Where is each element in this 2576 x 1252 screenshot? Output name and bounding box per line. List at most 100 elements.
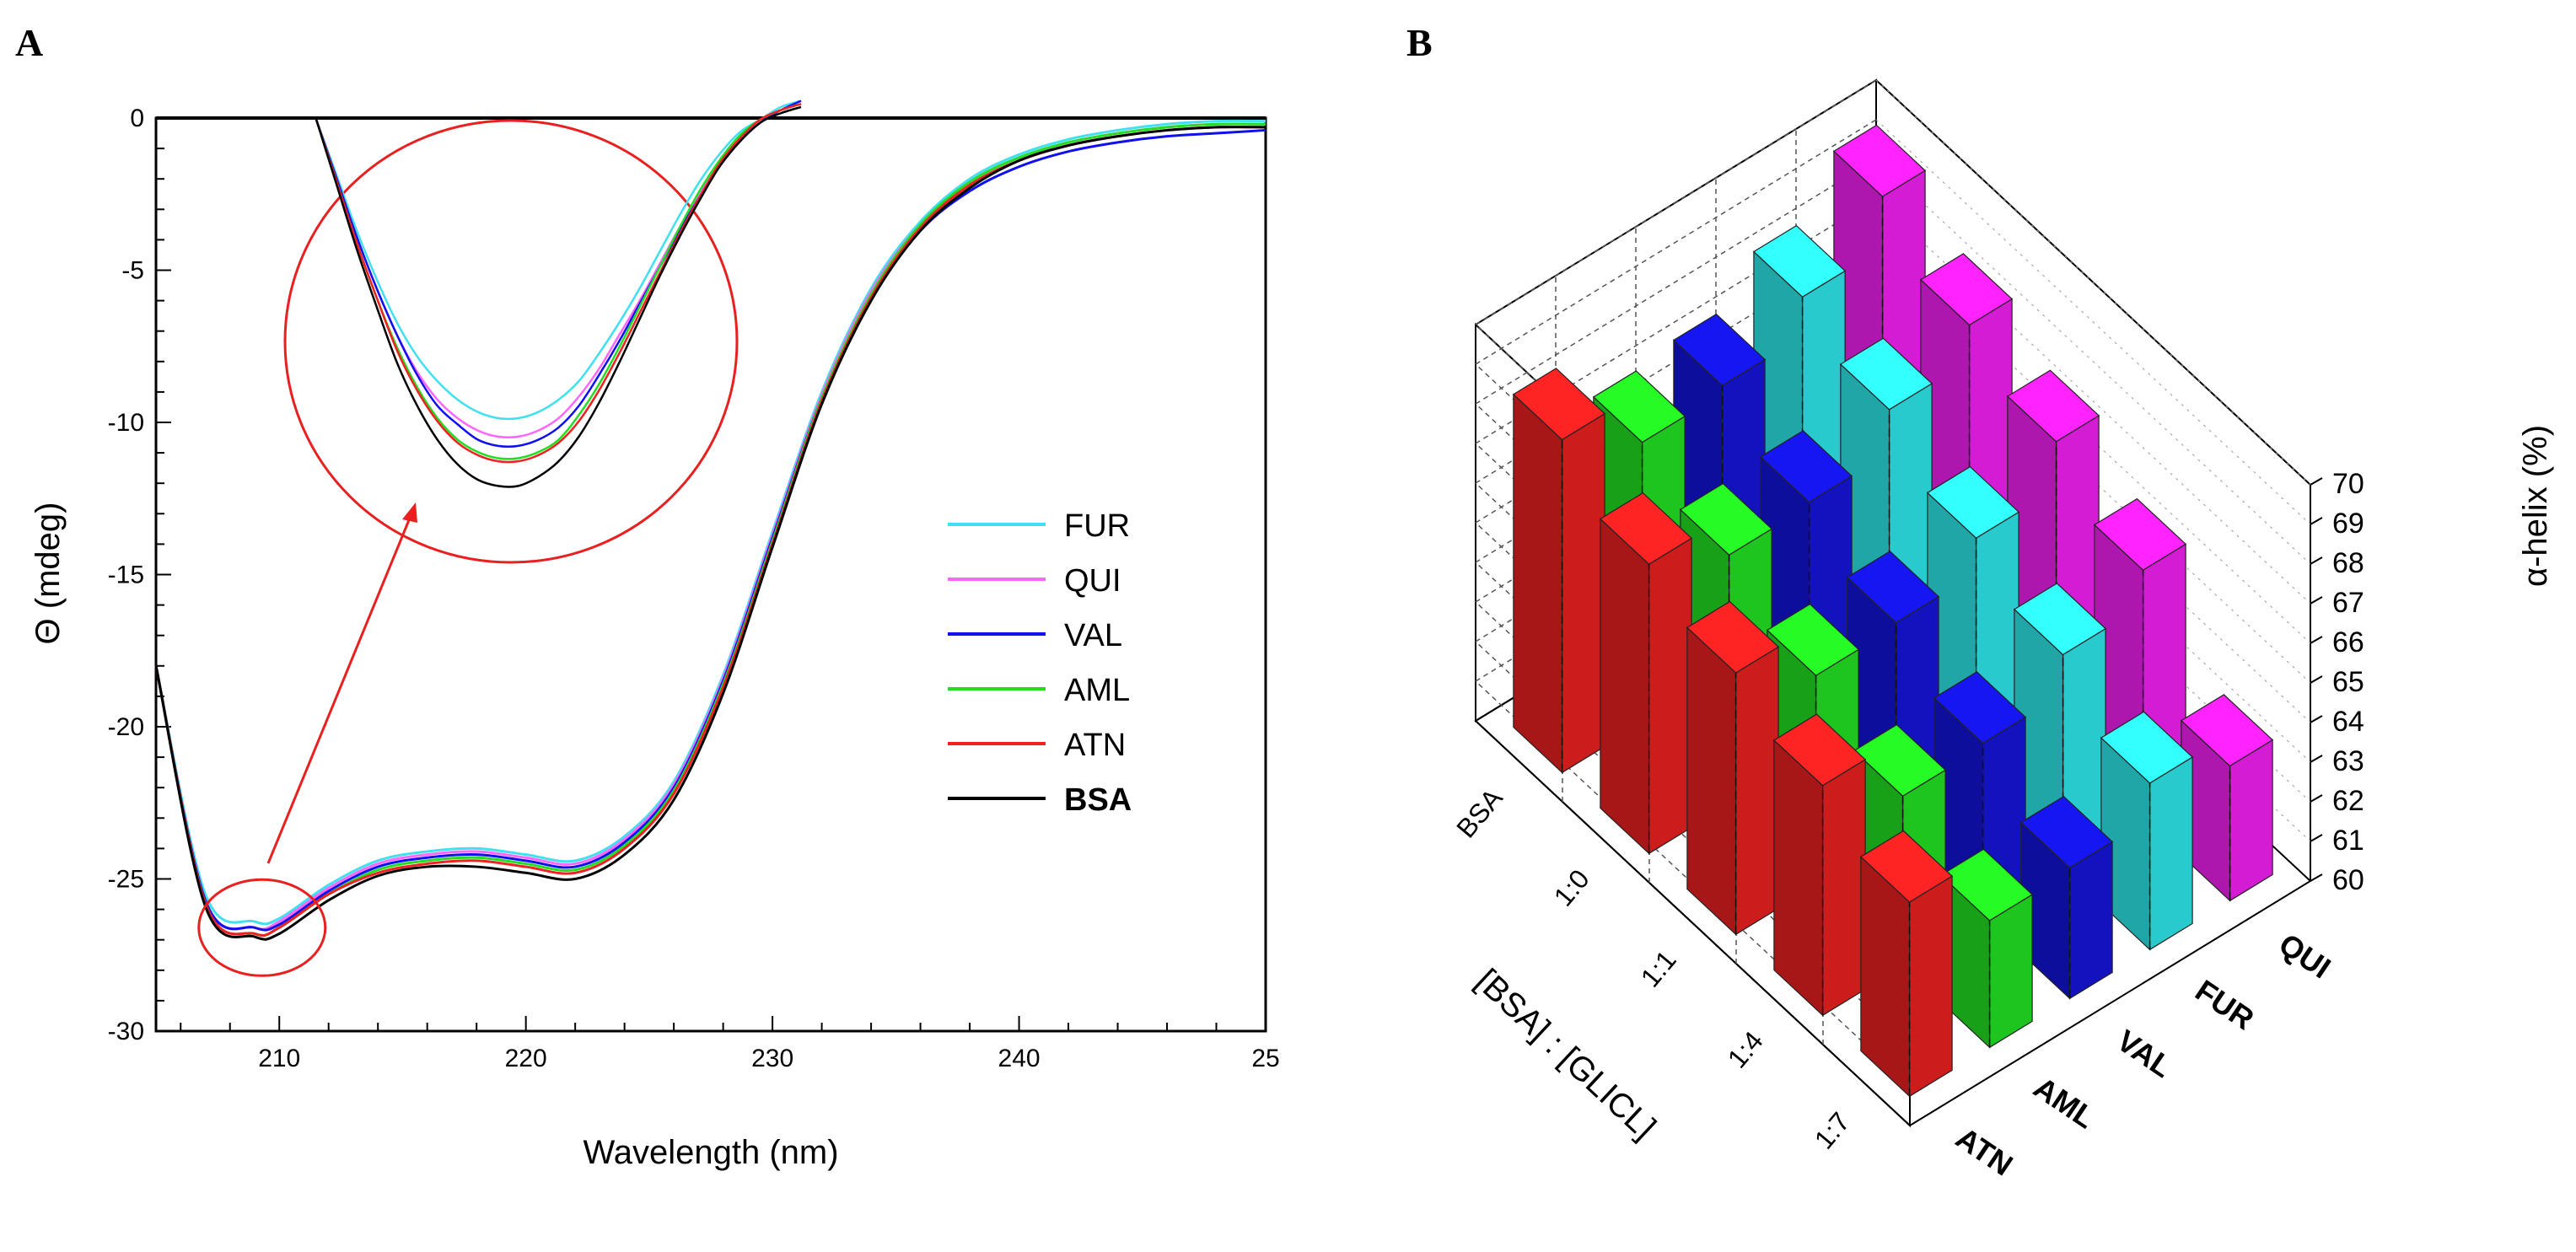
z-tick-label: 64 — [2332, 706, 2364, 738]
z-tick-label: 69 — [2332, 508, 2364, 540]
bar-fur-1-4-top — [2013, 583, 2107, 656]
panel-a-line-chart: 210 220 230 240 250-5-10-15-20-25-30 FURQUIV… — [30, 99, 1280, 1171]
y-tick-label-a: -20 — [108, 713, 144, 741]
bar-val-1-7-top — [2019, 795, 2114, 868]
y-tick-label-a: 0 — [130, 105, 144, 132]
z-gridline-side — [1875, 119, 2311, 525]
x-tick-label-a: 230 — [751, 1045, 793, 1072]
bar-qui-1-1-top — [2006, 369, 2100, 443]
zoom-circle-small — [197, 878, 327, 977]
inset-line-bsa — [315, 105, 802, 488]
drug-tick-label: VAL — [2111, 1023, 2178, 1084]
bar-atn-1-0 — [1599, 492, 1693, 855]
bar-val-1-4-top — [1933, 671, 2027, 744]
ratio-tick-label: 1:1 — [1635, 944, 1682, 992]
bar-atn-1-4 — [1772, 713, 1867, 1017]
bar-val-1-7-front — [2068, 841, 2113, 1000]
bar-atn-bsa — [1512, 368, 1606, 774]
z-axis-label-b: α-helix (%) — [2517, 425, 2554, 587]
x-tick-label-a: 25 — [1251, 1045, 1279, 1072]
legend-label-qui: QUI — [1064, 563, 1121, 599]
x-axis-label-a: Wavelength (nm) — [583, 1134, 838, 1171]
bar-qui-bsa-top — [1832, 124, 1927, 197]
z-tick-mark — [2310, 477, 2323, 486]
inset-line-fur — [315, 99, 802, 421]
bar-atn-1-4-side — [1773, 739, 1824, 1017]
bar-atn-1-1-front — [1734, 646, 1779, 936]
zoom-arrow-line — [266, 515, 412, 864]
ratio-axis-label-b: [BSA] : [GLICL] — [1469, 962, 1663, 1147]
bar-atn-1-1 — [1686, 600, 1780, 936]
legend-label-atn: ATN — [1064, 728, 1126, 763]
y-axis-label-a: Θ (mdeg) — [30, 502, 67, 645]
inset-line-atn — [315, 103, 802, 464]
panel-label-b: B — [1406, 21, 1433, 64]
bar-fur-1-7 — [2100, 711, 2194, 951]
bar-fur-1-0-top — [1839, 337, 1933, 411]
bar-qui-1-0-top — [1919, 253, 2014, 326]
bar-aml-1-7-front — [1988, 893, 2033, 1049]
y-tick-label-a: -10 — [108, 409, 144, 437]
bar-atn-bsa-top — [1512, 368, 1606, 441]
ratio-tick-label: 1:0 — [1548, 863, 1595, 911]
bar-atn-1-4-front — [1821, 758, 1866, 1017]
series-line-bsa — [154, 126, 1266, 941]
bar-aml-1-4-top — [1853, 723, 1947, 797]
bar-qui-1-7 — [2180, 694, 2274, 902]
bar-atn-1-1-top — [1686, 600, 1780, 674]
y-tick-label-a: -30 — [108, 1018, 144, 1045]
drug-tick-label: AML — [2028, 1070, 2102, 1136]
bar-val-1-7 — [2019, 795, 2114, 1000]
bar-atn-bsa-front — [1561, 412, 1605, 774]
z-gridline-side — [1875, 79, 2311, 486]
z-tick-mark — [2310, 873, 2323, 882]
bar-fur-1-1-top — [1926, 465, 2020, 539]
bar-aml-1-7-top — [1939, 848, 2034, 922]
x-tick-label-a: 240 — [998, 1045, 1041, 1072]
bar-aml-bsa-top — [1592, 370, 1686, 443]
legend-label-val: VAL — [1064, 618, 1122, 653]
z-tick-label: 68 — [2332, 547, 2364, 579]
panel-label-a: A — [15, 21, 43, 64]
z-tick-label: 63 — [2332, 745, 2364, 777]
bar-qui-1-7-top — [2180, 694, 2274, 767]
z-tick-mark — [2310, 715, 2323, 723]
z-tick-mark — [2310, 556, 2323, 565]
z-tick-mark — [2310, 517, 2323, 525]
zoom-arrow-head — [402, 502, 417, 523]
ratio-tick-label: BSA — [1450, 782, 1508, 844]
drug-tick-label: FUR — [2189, 973, 2260, 1036]
z-tick-mark — [2310, 675, 2323, 684]
bar-qui-1-7-front — [2229, 739, 2273, 902]
bar-atn-1-0-front — [1648, 537, 1692, 855]
z-tick-mark — [2310, 636, 2323, 644]
y-tick-label-a: -5 — [121, 257, 144, 285]
bar-atn-1-0-side — [1600, 518, 1650, 855]
bar-fur-1-7-front — [2148, 755, 2193, 951]
z-tick-label: 65 — [2332, 666, 2364, 698]
ratio-tick-label: 1:4 — [1722, 1025, 1769, 1073]
bar-atn-1-0-top — [1599, 492, 1693, 565]
bar-val-1-0-top — [1759, 430, 1853, 503]
z-tick-label: 61 — [2332, 825, 2364, 857]
bar-atn-1-1-side — [1686, 626, 1737, 936]
z-tick-label: 62 — [2332, 785, 2364, 817]
ratio-tick-label: 1:7 — [1809, 1106, 1856, 1154]
bar-atn-1-7-top — [1859, 830, 1954, 903]
legend-label-fur: FUR — [1064, 508, 1130, 544]
z-tick-mark — [2310, 794, 2323, 803]
drug-tick-label: ATN — [1949, 1120, 2019, 1183]
drug-tick-label: QUI — [2272, 927, 2337, 986]
z-tick-mark — [2310, 755, 2323, 763]
bar-qui-1-4-top — [2093, 497, 2187, 571]
z-tick-label: 70 — [2332, 468, 2364, 500]
z-tick-mark — [2310, 834, 2323, 842]
x-tick-label-a: 220 — [505, 1045, 547, 1072]
zoom-circle-large — [283, 119, 739, 564]
bar-atn-bsa-side — [1513, 393, 1563, 774]
bar-aml-1-7 — [1939, 848, 2034, 1049]
bar-fur-bsa-top — [1752, 224, 1847, 298]
z-gridline-side — [1875, 159, 2311, 565]
bar-val-bsa-top — [1672, 313, 1767, 386]
